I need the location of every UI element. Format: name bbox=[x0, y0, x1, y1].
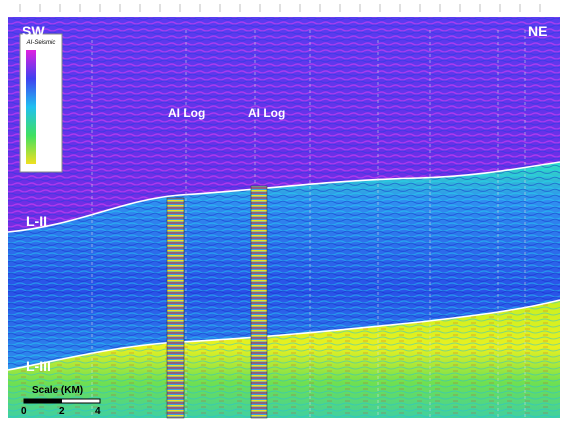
log-label: AI Log bbox=[248, 106, 285, 120]
log-label: AI Log bbox=[168, 106, 205, 120]
scale-tick: 2 bbox=[59, 406, 65, 417]
scale-title: Scale (KM) bbox=[32, 385, 83, 396]
horizon-label: L-II bbox=[26, 213, 47, 229]
legend: AI-Seismic bbox=[19, 33, 63, 173]
left-label: SW bbox=[22, 23, 45, 39]
scale-tick: 0 bbox=[21, 406, 27, 417]
legend-title: AI-Seismic bbox=[26, 40, 56, 46]
right-label: NE bbox=[528, 23, 547, 39]
scale-bar: Scale (KM) 0 2 4 bbox=[21, 385, 101, 417]
horizon-label: L-III bbox=[26, 358, 51, 374]
top-ruler bbox=[19, 4, 541, 12]
scale-tick: 4 bbox=[95, 406, 101, 417]
seismic-image bbox=[7, 17, 561, 419]
